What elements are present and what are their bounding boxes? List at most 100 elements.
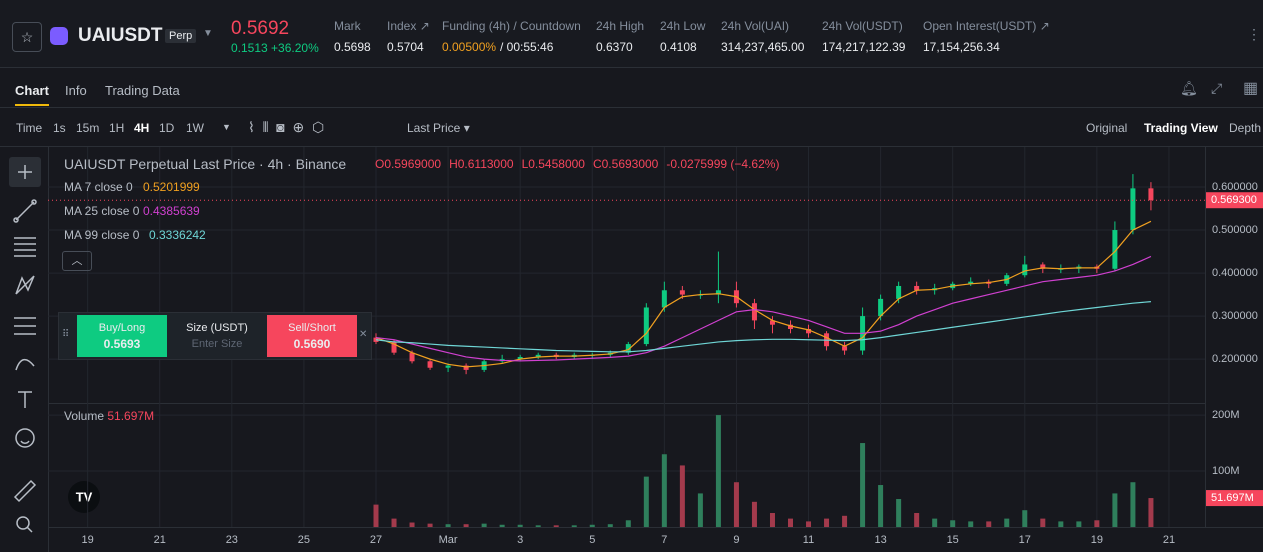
stat-value: 17,154,256.34 [923, 40, 1000, 54]
interval[interactable]: 1s [53, 121, 66, 135]
ohlc-legend: O0.5969000 H0.6113000 L0.5458000 C0.5693000… [375, 157, 779, 171]
interval[interactable]: 1H [109, 121, 125, 135]
layout-icon[interactable]: ▦ [1243, 80, 1259, 97]
volume-tag [1206, 490, 1263, 507]
volume-bar [373, 504, 379, 527]
candle-body [535, 354, 541, 357]
volume-bar [1130, 482, 1136, 527]
candle-body [1130, 188, 1136, 231]
volume-bar [787, 518, 793, 527]
stat-value: 0.00500% [442, 40, 497, 54]
candle-body [715, 290, 721, 295]
x-tick-label: 23 [226, 534, 238, 546]
volume-bar [553, 525, 559, 527]
stat-label: Mark [334, 19, 361, 33]
volume-bar [914, 513, 920, 527]
tab[interactable]: Chart [15, 83, 49, 98]
interval[interactable]: 4H [134, 121, 150, 135]
view[interactable]: Trading View [1144, 121, 1218, 135]
volume-bar [409, 522, 415, 527]
stat-label: 24h High [596, 19, 645, 33]
y-tick-label: 100M [1212, 465, 1240, 477]
price-type[interactable]: Last Price ▾ [407, 121, 470, 135]
expand-icon[interactable]: ⤢ [1211, 80, 1223, 96]
caret[interactable]: ▼ [222, 122, 231, 132]
last-price-tag [1206, 192, 1263, 209]
candle-body [1022, 264, 1028, 276]
tool-icons[interactable]: ⌇ ⫴ ◙ ⊕ ⬡ [248, 119, 325, 135]
ma-line [375, 220, 1152, 368]
interval[interactable]: 1D [159, 121, 175, 135]
close-button[interactable]: ✕ [359, 329, 368, 340]
symbol[interactable]: UAIUSDT [78, 25, 163, 46]
volume-bar [535, 525, 541, 527]
volume-legend-value: 51.697M [107, 409, 155, 423]
volume-bar [878, 485, 884, 527]
interval[interactable]: 15m [76, 121, 100, 135]
stat-label: Index ↗ [387, 19, 430, 33]
buy-button[interactable]: Buy/Long 0.5693 [77, 315, 167, 357]
last-price-label: 0.569300 [1211, 194, 1257, 206]
stat-label: 24h Low [660, 19, 706, 33]
y-tick-label: 0.400000 [1212, 267, 1258, 279]
stat-value: 0.6370 [596, 40, 633, 54]
x-tick-label: 25 [298, 534, 310, 546]
volume-bar [445, 524, 451, 527]
ma-label: MA 99 close 0 [64, 228, 140, 242]
volume-bar [932, 518, 938, 527]
left-toolbar[interactable] [9, 157, 41, 533]
volume-bar [751, 501, 757, 527]
candle-body [625, 344, 631, 353]
caret[interactable]: ▼ [203, 28, 213, 39]
view[interactable]: Depth [1229, 121, 1262, 135]
candle-body [896, 285, 902, 299]
y-tick-label: 200M [1212, 409, 1240, 421]
candle-body [679, 290, 685, 295]
stat-value: 314,237,465.00 [721, 40, 805, 54]
x-tick-label: 19 [1091, 534, 1103, 546]
candle-body [445, 365, 451, 368]
candle-body [751, 303, 757, 321]
alert-icon[interactable]: 🔔︎ [1180, 80, 1198, 96]
more-button[interactable]: ⋮ [1247, 26, 1261, 42]
tab[interactable]: Info [65, 83, 87, 98]
x-tick-label: 13 [874, 534, 886, 546]
volume-bar [715, 415, 721, 527]
tab-underline [15, 104, 49, 106]
ohlc-value: L0.5458000 [521, 157, 585, 171]
stat-label: Funding (4h) / Countdown [442, 19, 581, 33]
ohlc-value: -0.0275999 (−4.62%) [666, 157, 780, 171]
view[interactable]: Original [1086, 121, 1128, 135]
volume-bar [661, 454, 667, 527]
candle-body [661, 290, 667, 308]
volume-legend-name: Volume [64, 409, 105, 423]
size-input[interactable]: Size (USDT) Enter Size [169, 315, 265, 357]
sell-button[interactable]: Sell/Short 0.5690 [267, 315, 357, 357]
volume-bar [1148, 498, 1154, 527]
favorite-button[interactable]: ☆ [12, 22, 42, 52]
price-type-label: Last Price [407, 121, 461, 135]
collapse-button[interactable]: ︿ [62, 251, 92, 271]
chart-legend-title: UAIUSDT Perpetual Last Price · 4h · Bina… [64, 156, 347, 172]
candle-body [968, 281, 974, 284]
y-tick-label: 0.200000 [1212, 353, 1258, 365]
y-tick-label: 0.500000 [1212, 224, 1258, 236]
drag-handle[interactable]: ⠿ [62, 329, 70, 340]
tab[interactable]: Trading Data [105, 83, 180, 98]
interval: Time [16, 121, 43, 135]
candle-body [1112, 230, 1118, 269]
ma-value: 0.4385639 [143, 204, 200, 218]
volume-bar [1004, 518, 1010, 527]
candle-body [787, 324, 793, 330]
sell-price: 0.5690 [293, 337, 331, 351]
stat-value: 0.5704 [387, 40, 424, 54]
x-tick-label: 7 [661, 534, 667, 546]
ma-line [375, 301, 1151, 353]
volume-bar [769, 513, 775, 527]
candle-body [806, 329, 812, 334]
interval[interactable]: 1W [186, 121, 204, 135]
candle-body [409, 352, 415, 362]
candle-body [1040, 264, 1046, 269]
stat-value: 0.5698 [334, 40, 371, 54]
